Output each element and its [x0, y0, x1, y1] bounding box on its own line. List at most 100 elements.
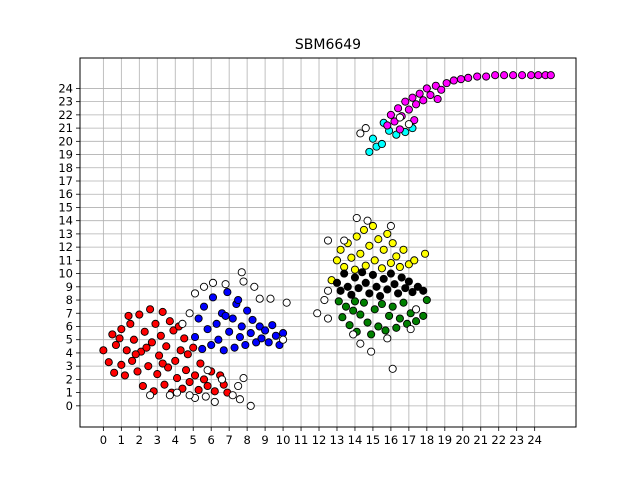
scatter-point	[268, 321, 277, 330]
scatter-point	[377, 139, 386, 149]
scatter-point	[246, 401, 255, 410]
scatter-point	[404, 105, 413, 114]
scatter-point	[261, 326, 270, 335]
scatter-point	[340, 236, 349, 245]
ticks-layer: 0 1 2 3 4 5 6 7 8 9 10 11 12 13 14 15 16 17 18 19 20 21 22 23 24…	[58, 81, 542, 447]
scatter-point	[320, 295, 329, 305]
scatter-point	[395, 113, 404, 122]
scatter-point	[390, 280, 399, 289]
scatter-point	[323, 286, 333, 295]
y-tick-label: 19	[58, 148, 73, 162]
scatter-point	[194, 385, 203, 395]
x-tick-label: 6	[208, 433, 215, 447]
scatter-point	[164, 363, 173, 372]
scatter-point	[419, 96, 428, 105]
scatter-point	[367, 330, 376, 339]
x-tick-label: 9	[261, 433, 268, 447]
y-tick-label: 2	[66, 372, 73, 386]
x-tick-label: 14	[348, 433, 363, 447]
scatter-point	[390, 117, 399, 126]
scatter-point	[376, 292, 385, 301]
scatter-point	[433, 94, 442, 104]
scatter-point	[201, 392, 210, 401]
scatter-point	[340, 262, 349, 272]
scatter-point	[359, 225, 368, 234]
y-tick-label: 16	[58, 187, 73, 201]
scatter-point	[386, 221, 395, 231]
scatter-point	[437, 85, 446, 94]
scatter-point	[252, 338, 261, 347]
scatter-point	[395, 125, 404, 134]
x-tick-label: 15	[366, 433, 381, 447]
y-tick-label: 8	[66, 293, 73, 307]
scatter-point	[359, 298, 368, 307]
scatter-point	[534, 71, 543, 80]
scatter-point	[178, 319, 187, 328]
scatter-point	[401, 284, 410, 293]
scatter-point	[239, 277, 248, 286]
scatter-point	[146, 305, 155, 314]
y-tick-label: 13	[58, 227, 73, 241]
scatter-point	[279, 335, 288, 344]
scatter-point	[361, 124, 370, 133]
scatter-point	[422, 84, 431, 93]
scatter-point	[185, 377, 194, 387]
scatter-point	[120, 371, 129, 380]
scatter-point	[392, 323, 401, 332]
scatter-point	[349, 330, 358, 339]
scatter-point	[190, 289, 200, 298]
scatter-point	[282, 298, 291, 307]
scatter-point	[234, 295, 243, 305]
scatter-point	[336, 286, 345, 295]
y-tick-label: 1	[66, 386, 73, 400]
scatter-point	[338, 313, 347, 322]
scatter-point	[413, 282, 422, 291]
x-tick-label: 18	[420, 433, 435, 447]
x-tick-label: 0	[100, 433, 107, 447]
scatter-point	[183, 350, 192, 359]
scatter-point	[199, 302, 209, 311]
scatter-point	[257, 334, 266, 343]
scatter-point	[395, 262, 404, 272]
y-tick-label: 23	[58, 95, 73, 109]
scatter-point	[356, 339, 365, 348]
scatter-point	[352, 232, 361, 241]
scatter-point	[379, 274, 388, 283]
scatter-point	[124, 311, 133, 320]
scatter-point	[419, 286, 428, 295]
x-tick-label: 1	[118, 433, 125, 447]
y-tick-label: 3	[66, 359, 73, 373]
x-tick-label: 4	[172, 433, 179, 447]
scatter-point	[128, 356, 137, 365]
scatter-point	[394, 289, 403, 298]
scatter-point	[410, 116, 419, 125]
scatter-point	[178, 384, 187, 393]
scatter-point	[223, 288, 232, 297]
scatter-point	[208, 293, 218, 302]
x-tick-label: 13	[330, 433, 345, 447]
scatter-point	[388, 239, 397, 248]
scatter-point	[341, 302, 351, 311]
scatter-point	[408, 93, 417, 102]
scatter-point	[250, 282, 259, 291]
scatter-point	[214, 335, 223, 344]
scatter-point	[347, 253, 356, 262]
scatter-point	[456, 75, 466, 84]
scatter-point	[156, 331, 165, 340]
scatter-point	[172, 388, 182, 397]
points-layer	[99, 71, 555, 410]
scatter-point	[354, 284, 363, 293]
scatter-point	[210, 387, 219, 396]
scatter-point	[117, 325, 126, 334]
scatter-point	[158, 307, 167, 316]
y-tick-label: 22	[58, 108, 73, 122]
scatter-point	[374, 322, 383, 331]
scatter-point	[110, 368, 119, 377]
x-tick-label: 2	[136, 433, 143, 447]
scatter-point	[365, 147, 374, 156]
scatter-point	[133, 367, 142, 376]
scatter-point	[404, 277, 413, 286]
scatter-point	[239, 374, 248, 383]
y-tick-label: 0	[66, 399, 73, 413]
scatter-point	[160, 380, 169, 389]
